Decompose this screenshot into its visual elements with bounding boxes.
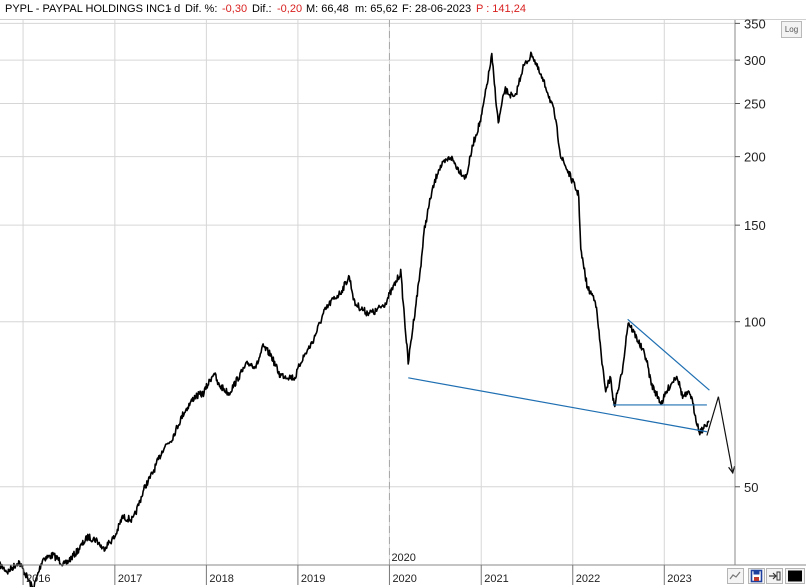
x-tick-label: 2021 — [484, 573, 508, 585]
y-tick-label: 50 — [744, 480, 758, 495]
chart-header: PYPL - PAYPAL HOLDINGS INC - 1 d Dif. %:… — [0, 0, 806, 20]
x-tick-label: 2019 — [301, 573, 325, 585]
date-label: F: 28-06-2023 — [402, 3, 472, 15]
price-series-line — [0, 51, 710, 587]
dif-value: -0,20 — [277, 3, 303, 15]
y-tick-label: 350 — [744, 16, 766, 31]
trendline — [627, 318, 710, 391]
dif-pct-value: -0,30 — [222, 3, 248, 15]
x-tick-label: 2022 — [576, 573, 600, 585]
log-scale-button[interactable]: Log — [781, 21, 802, 38]
dif-label: Dif.: — [252, 3, 272, 15]
y-tick-label: 250 — [744, 97, 766, 112]
date-marker-label: 2020 — [391, 552, 415, 564]
export-icon[interactable] — [766, 568, 783, 584]
max-label: M: 66,48 — [306, 3, 349, 15]
y-tick-label: 200 — [744, 150, 766, 165]
y-tick-label: 300 — [744, 53, 766, 68]
chart-line-icon[interactable] — [727, 568, 744, 584]
dif-pct-label: Dif. %: — [185, 3, 218, 15]
ticker-label: PYPL - PAYPAL HOLDINGS INC - — [5, 3, 172, 15]
x-tick-label: 2017 — [118, 573, 142, 585]
y-tick-label: 150 — [744, 218, 766, 233]
y-tick-label: 100 — [744, 315, 766, 330]
arrow-head — [728, 465, 736, 475]
period-label: 1 d — [165, 3, 181, 15]
projection-arrow — [706, 396, 734, 474]
min-label: m: 65,62 — [355, 3, 398, 15]
x-tick-label: 2016 — [26, 573, 50, 585]
x-tick-label: 2023 — [667, 573, 691, 585]
save-icon[interactable] — [748, 568, 765, 584]
x-tick-label: 2020 — [392, 573, 416, 585]
trendline — [408, 377, 708, 433]
color-swatch-icon[interactable] — [785, 568, 805, 584]
x-tick-label: 2018 — [209, 573, 233, 585]
price-label: P : 141,24 — [476, 3, 526, 15]
